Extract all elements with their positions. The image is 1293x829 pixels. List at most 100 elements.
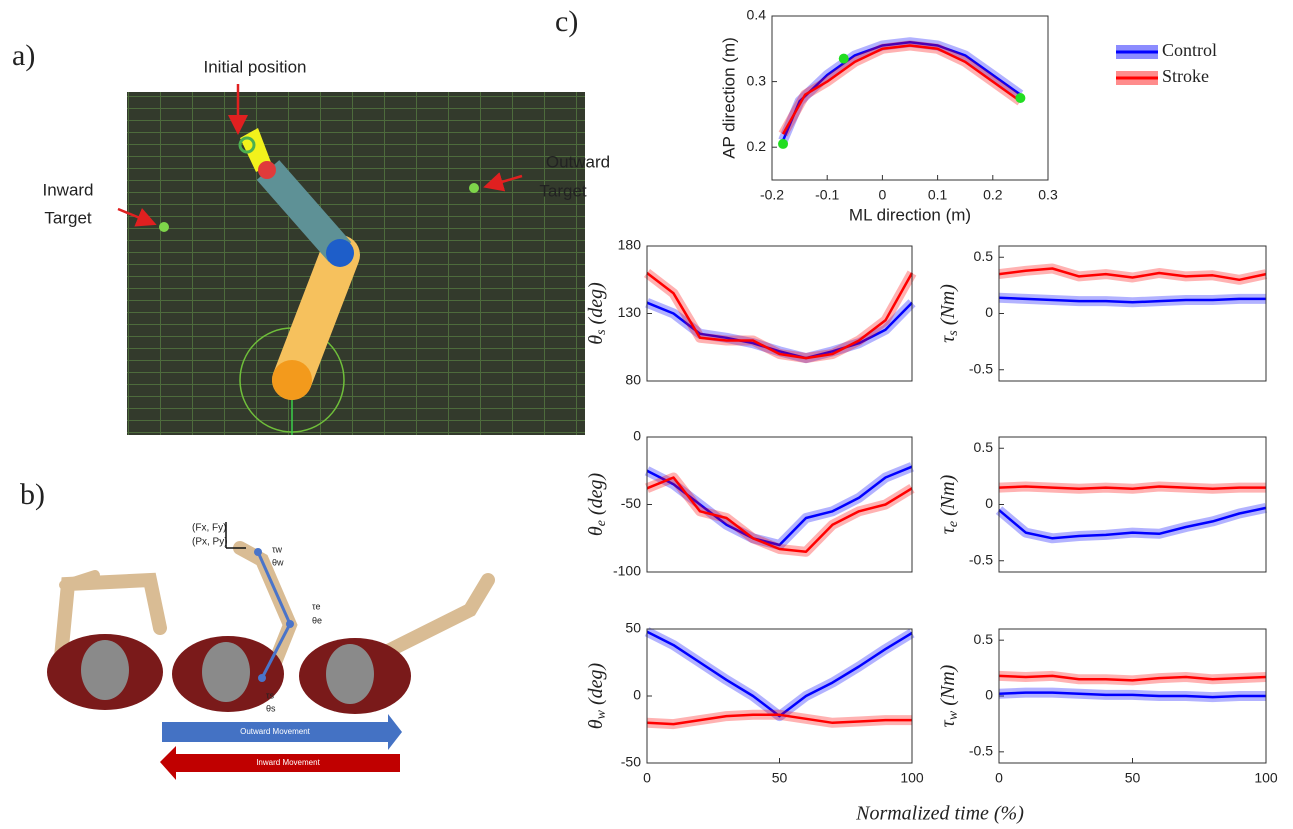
unit: (deg) [585,282,607,330]
y-tick-label: 0.5 [974,248,994,264]
subscript: s [946,330,961,336]
y-tick-label: 0 [985,304,993,320]
x-tick-label: 0 [643,770,651,786]
panel-label: a) [12,39,35,72]
annotation: Target [539,181,587,200]
unit: (deg) [585,662,607,710]
panel-label: c) [555,5,578,38]
x-tick-label: -0.1 [815,187,839,203]
y-tick-label: 0.4 [747,7,767,23]
y-tick-label: 0.2 [747,138,767,154]
subscript: w [946,710,961,720]
series-line [998,296,1266,304]
y-axis-label: τe (Nm) [937,474,962,534]
plot-area [999,437,1266,572]
unit: (deg) [585,473,607,521]
panel-label: b) [20,478,45,511]
x-tick-label: 0.3 [1038,187,1058,203]
plot-frame [998,628,1267,764]
y-tick-label: 0 [985,687,993,703]
annotation: θw [272,557,284,567]
y-tick-label: 50 [625,620,641,636]
series-line [646,476,913,554]
plot-area [647,246,912,381]
series-line [646,272,914,360]
series-line [646,465,913,547]
x-axis-label: ML direction (m) [849,205,971,224]
x-tick-label: 0 [995,770,1003,786]
subscript: e [946,521,961,527]
y-tick-label: -50 [621,495,641,511]
x-tick-label: -0.2 [760,187,784,203]
y-tick-label: 80 [625,372,641,388]
series-line [998,485,1266,491]
y-tick-label: 0 [633,428,641,444]
y-tick-label: -0.5 [969,743,993,759]
marker [838,53,849,64]
y-tick-label: 0.5 [974,631,994,647]
y-tick-label: 180 [618,237,642,253]
annotation: Inward [42,180,93,199]
symbol: θ [585,719,607,729]
symbol: τ [937,526,959,534]
y-tick-label: 0 [633,687,641,703]
series-line [781,44,1022,135]
series-line [998,674,1267,682]
y-tick-label: -100 [613,563,641,579]
annotation: τe [312,601,321,611]
annotation: τw [272,544,283,554]
series-line [781,40,1022,142]
unit: (Nm) [937,474,959,520]
series-line [998,267,1267,282]
x-axis-label: Normalized time (%) [855,803,1024,825]
annotation: (Px, Py) [192,537,228,548]
series-line [646,630,913,718]
annotation: Initial position [203,57,306,76]
annotation: Target [44,208,92,227]
symbol: τ [937,335,959,343]
legend-label: Stroke [1162,66,1209,86]
legend-label: Control [1162,40,1217,60]
y-tick-label: 130 [618,304,642,320]
symbol: θ [585,526,607,536]
series-line [646,713,912,726]
subscript: w [594,709,609,719]
x-tick-label: 0.2 [983,187,1003,203]
annotation: θe [312,615,322,625]
simulation-view [117,84,585,435]
subscript: s [594,329,609,335]
y-tick-label: -0.5 [969,551,993,567]
y-tick-label: -0.5 [969,360,993,376]
symbol: θ [585,335,607,345]
marker [1015,93,1026,103]
y-tick-label: 0.5 [974,439,994,455]
y-tick-label: 0 [985,495,993,511]
y-axis-label: τs (Nm) [937,284,962,343]
y-axis-label: θs (deg) [585,282,610,345]
plot-area [647,629,912,763]
series-line [998,691,1266,699]
subscript: e [594,520,609,526]
annotation: (Fx, Fy) [192,523,226,534]
y-axis-label: AP direction (m) [719,37,738,159]
x-tick-label: 100 [900,770,924,786]
annotation: Outward [546,152,610,171]
plot-frame [998,245,1267,382]
series-line [998,506,1267,540]
x-tick-label: 0.1 [928,187,948,203]
symbol: τ [937,719,959,727]
arrow-label: Outward Movement [240,727,311,736]
x-tick-label: 100 [1254,770,1278,786]
unit: (Nm) [937,284,959,330]
plot-frame [646,628,913,764]
x-tick-label: 0 [879,187,887,203]
plot-frame [998,436,1267,573]
annotation: θs [266,703,276,713]
series-line [646,301,913,360]
plot-frame [646,245,913,382]
y-axis-label: θw (deg) [585,662,610,729]
annotation: τs [266,690,275,700]
x-tick-label: 50 [1125,770,1141,786]
y-tick-label: -50 [621,754,641,770]
